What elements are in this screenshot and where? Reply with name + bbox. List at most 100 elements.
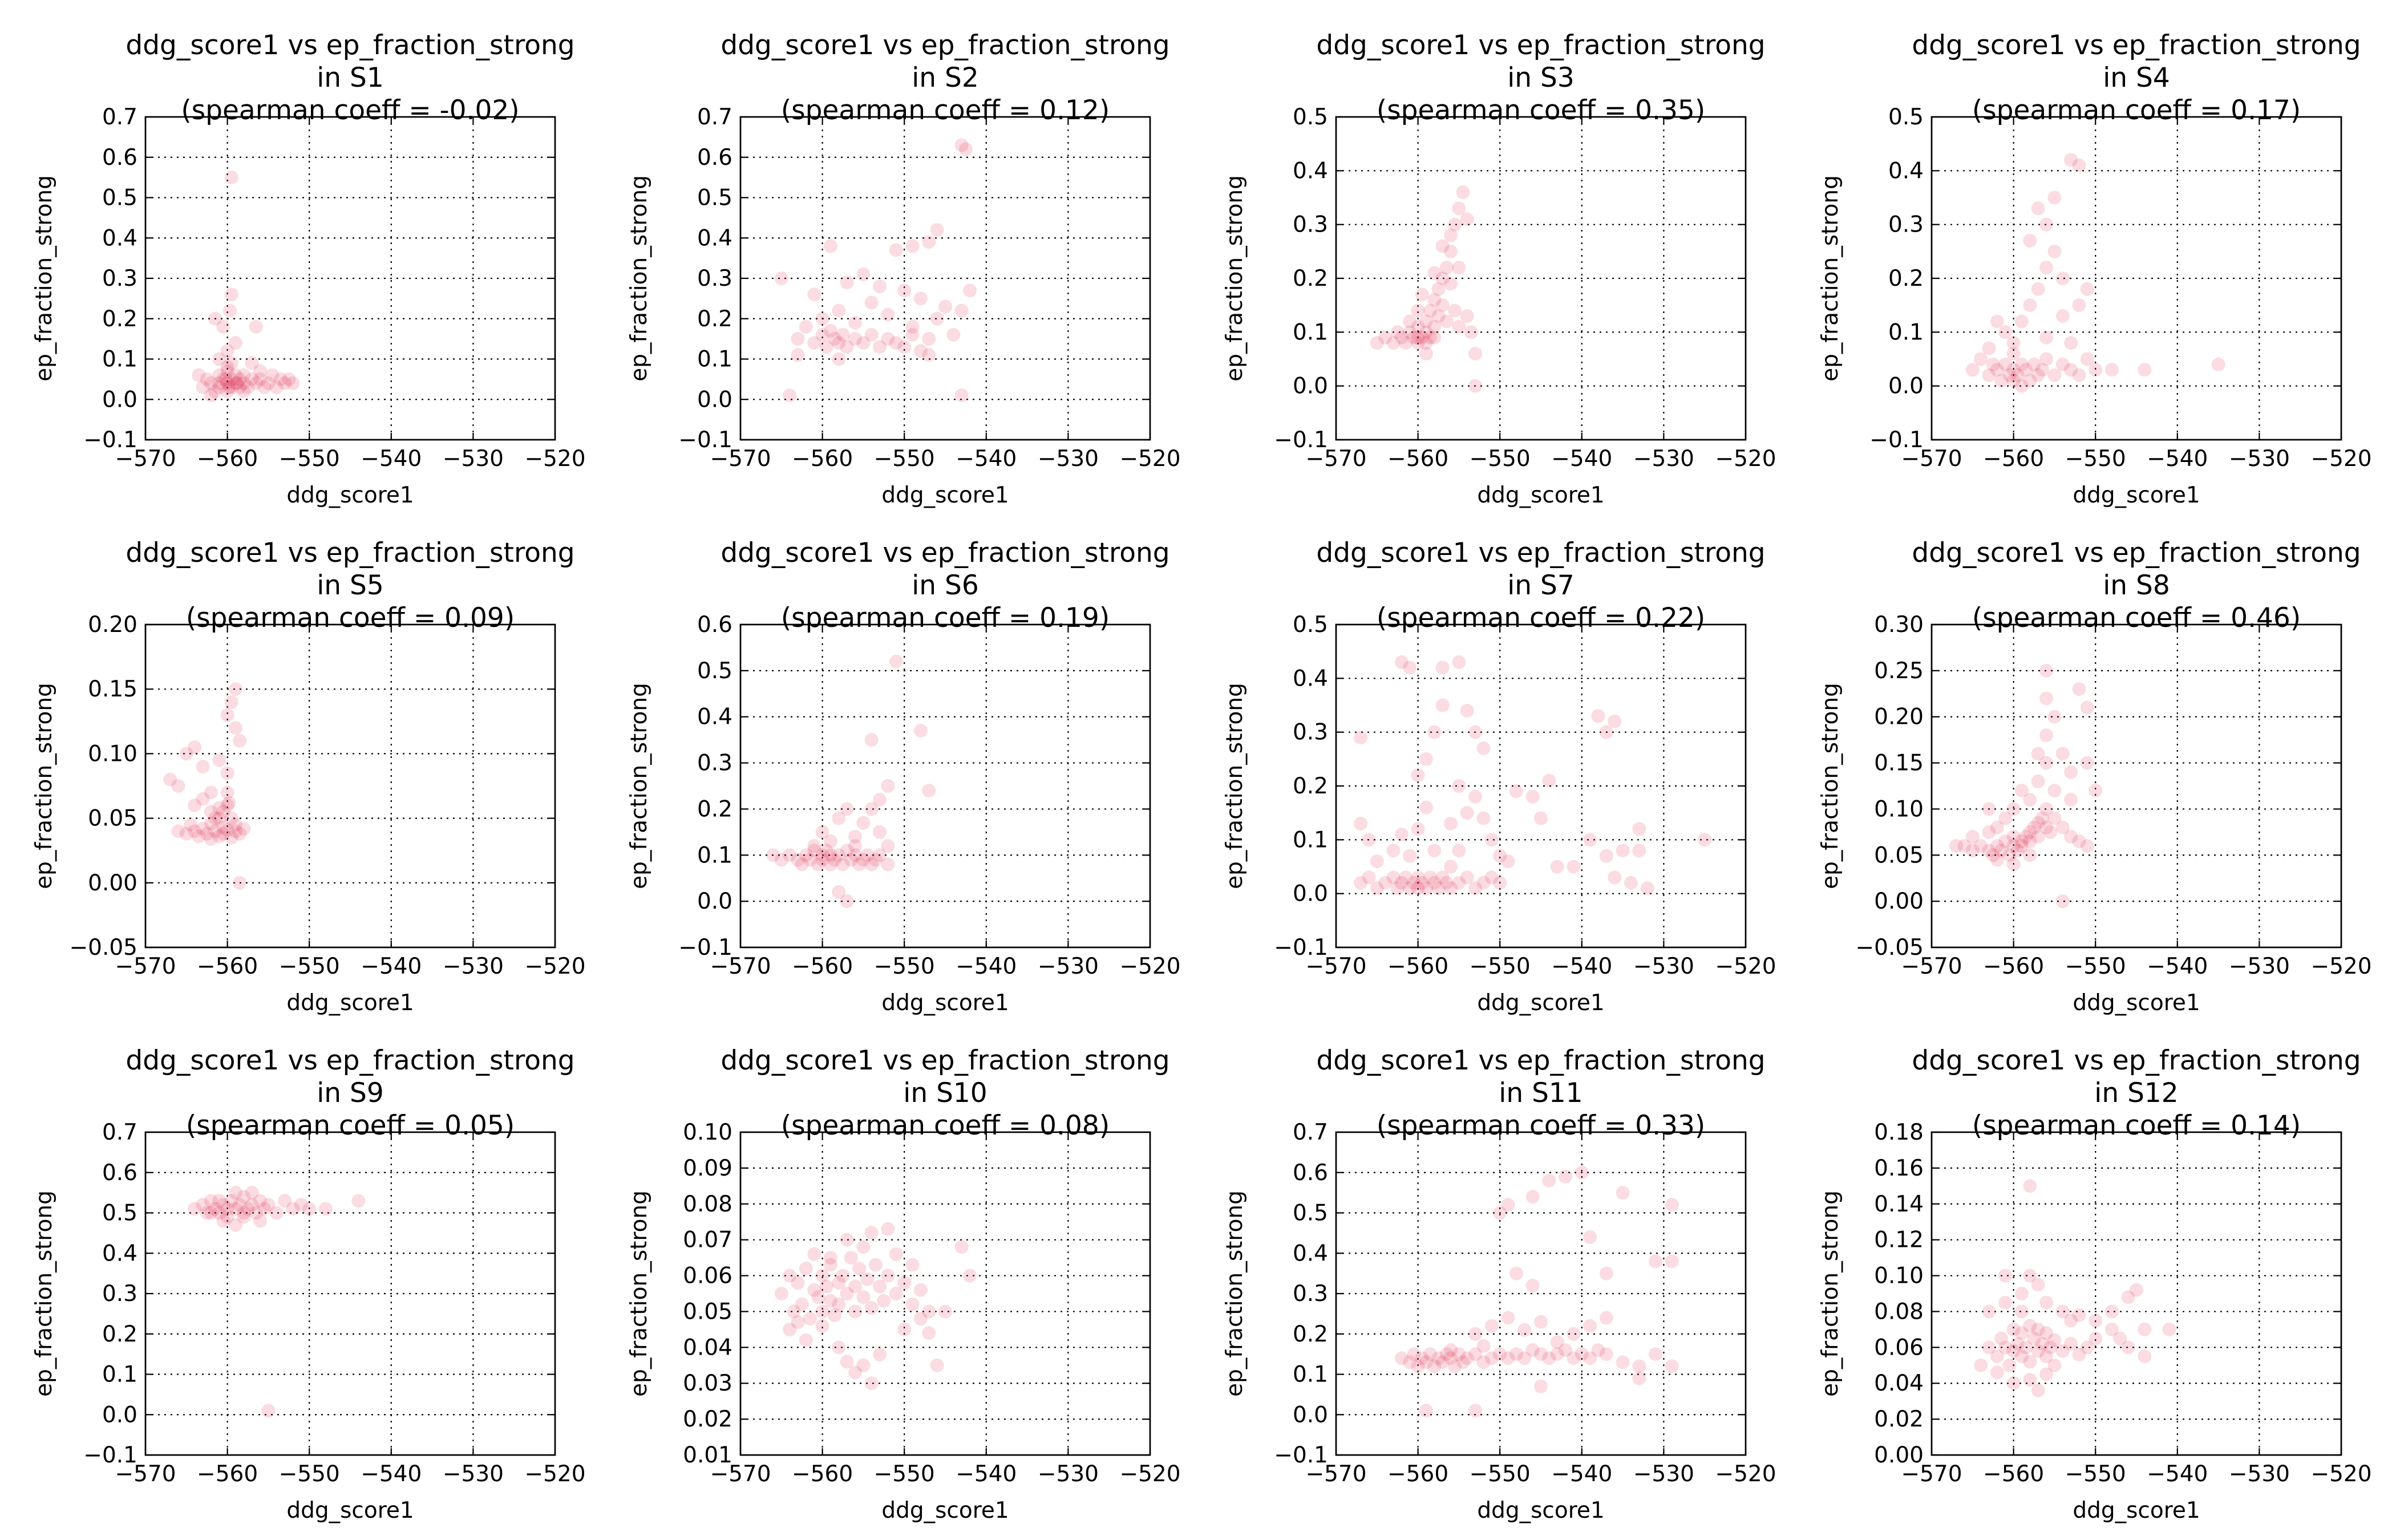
scatter-point — [257, 380, 272, 395]
x-tick-label: −550 — [2065, 1461, 2126, 1487]
scatter-point — [2014, 784, 2029, 798]
scatter-point — [1998, 811, 2013, 825]
x-axis-label: ddg_score1 — [286, 483, 414, 508]
scatter-point — [832, 811, 846, 825]
scatter-point — [1468, 1347, 1483, 1361]
chart-title-line: ddg_score1 vs ep_fraction_strong — [1912, 30, 2361, 61]
scatter-point — [220, 360, 234, 374]
scatter-point — [2138, 1349, 2152, 1364]
x-tick-label: −570 — [115, 446, 176, 472]
x-tick-label: −550 — [2065, 446, 2126, 472]
y-axis-label: ep_fraction_strong — [31, 175, 57, 382]
scatter-point — [1427, 330, 1442, 345]
scatter-point — [799, 1261, 813, 1275]
scatter-point — [881, 1269, 895, 1283]
y-tick-label: 0.2 — [102, 1322, 137, 1347]
scatter-point — [216, 805, 230, 819]
scatter-point — [1990, 314, 2004, 329]
scatter-points — [774, 1222, 977, 1391]
scatter-point — [204, 785, 218, 800]
axes-frame — [1930, 1131, 2342, 1456]
scatter-point — [237, 368, 251, 382]
chart-title-line: in S5 — [317, 570, 384, 601]
scatter-point — [265, 368, 280, 382]
x-tick-label: −520 — [2310, 1461, 2371, 1487]
scatter-point — [1583, 833, 1597, 847]
scatter-point — [795, 1297, 809, 1311]
scatter-point — [249, 1206, 263, 1220]
scatter-point — [1411, 881, 1425, 895]
scatter-point — [1599, 1266, 1613, 1280]
scatter-point — [1431, 1351, 1446, 1365]
scatter-point — [351, 1194, 366, 1208]
scatter-point — [2064, 153, 2078, 167]
scatter-point — [216, 826, 230, 841]
scatter-point — [2080, 839, 2094, 853]
scatter-point — [852, 857, 867, 872]
scatter-point — [1994, 1331, 2009, 1346]
y-tick-label: −0.05 — [1855, 935, 1924, 961]
scatter-point — [2047, 368, 2062, 382]
scatter-point — [286, 376, 300, 390]
scatter-point — [1435, 271, 1450, 285]
scatter-point — [873, 848, 887, 862]
scatter-point — [1476, 1355, 1491, 1369]
scatter-point — [2072, 1347, 2086, 1361]
scatter-point — [1990, 853, 2004, 867]
scatter-point — [216, 1214, 230, 1228]
chart-title-line: (spearman coeff = 0.14) — [1972, 1110, 2301, 1141]
scatter-point — [791, 1276, 805, 1290]
scatter-point — [840, 275, 854, 290]
scatter-point — [228, 368, 242, 382]
scatter-point — [1998, 1340, 2013, 1355]
scatter-point — [1435, 1355, 1450, 1369]
scatter-point — [856, 1290, 871, 1304]
scatter-point — [224, 356, 238, 370]
chart-title-line: in S10 — [903, 1077, 987, 1109]
scatter-point — [1493, 1347, 1507, 1361]
scatter-point — [1982, 1340, 1996, 1355]
scatter-point — [1965, 844, 1980, 858]
scatter-point — [1990, 839, 2004, 853]
scatter-point — [1444, 277, 1458, 291]
scatter-point — [1452, 844, 1466, 858]
scatter-point — [2010, 368, 2025, 382]
y-tick-label: 0.16 — [1874, 1156, 1924, 1181]
scatter-point — [1640, 881, 1654, 895]
scatter-point — [1616, 1186, 1630, 1200]
scatter-point — [230, 376, 244, 390]
scatter-point — [2014, 1287, 2029, 1300]
scatter-point — [823, 1294, 837, 1308]
scatter-point — [2031, 1344, 2045, 1358]
y-tick-label: 0.0 — [1293, 881, 1328, 907]
x-tick-label: −520 — [1119, 1461, 1180, 1487]
scatter-point — [1419, 1355, 1433, 1369]
scatter-point — [1460, 870, 1474, 885]
x-tick-label: −560 — [197, 1461, 258, 1487]
scatter-point — [163, 772, 177, 787]
scatter-point — [2080, 700, 2094, 715]
y-tick-label: 0.3 — [102, 266, 137, 291]
scatter-point — [2027, 820, 2041, 834]
scatter-point — [233, 826, 247, 841]
scatter-point — [2023, 1355, 2037, 1369]
scatter-point — [832, 1340, 846, 1355]
scatter-points — [163, 682, 251, 890]
scatter-point — [819, 340, 833, 354]
chart-title-line: ddg_score1 vs ep_fraction_strong — [1316, 537, 1765, 569]
x-tick-label: −520 — [524, 446, 585, 472]
scatter-point — [905, 319, 920, 334]
scatter-point — [196, 760, 210, 774]
scatter-point — [1965, 363, 1980, 377]
y-tick-label: 0.06 — [683, 1263, 732, 1289]
scatter-point — [1427, 1359, 1442, 1373]
scatter-point — [787, 1304, 801, 1319]
scatter-point — [188, 1202, 202, 1216]
scatter-point — [1427, 876, 1442, 890]
scatter-point — [1990, 1365, 2004, 1380]
scatter-point — [1415, 876, 1429, 890]
